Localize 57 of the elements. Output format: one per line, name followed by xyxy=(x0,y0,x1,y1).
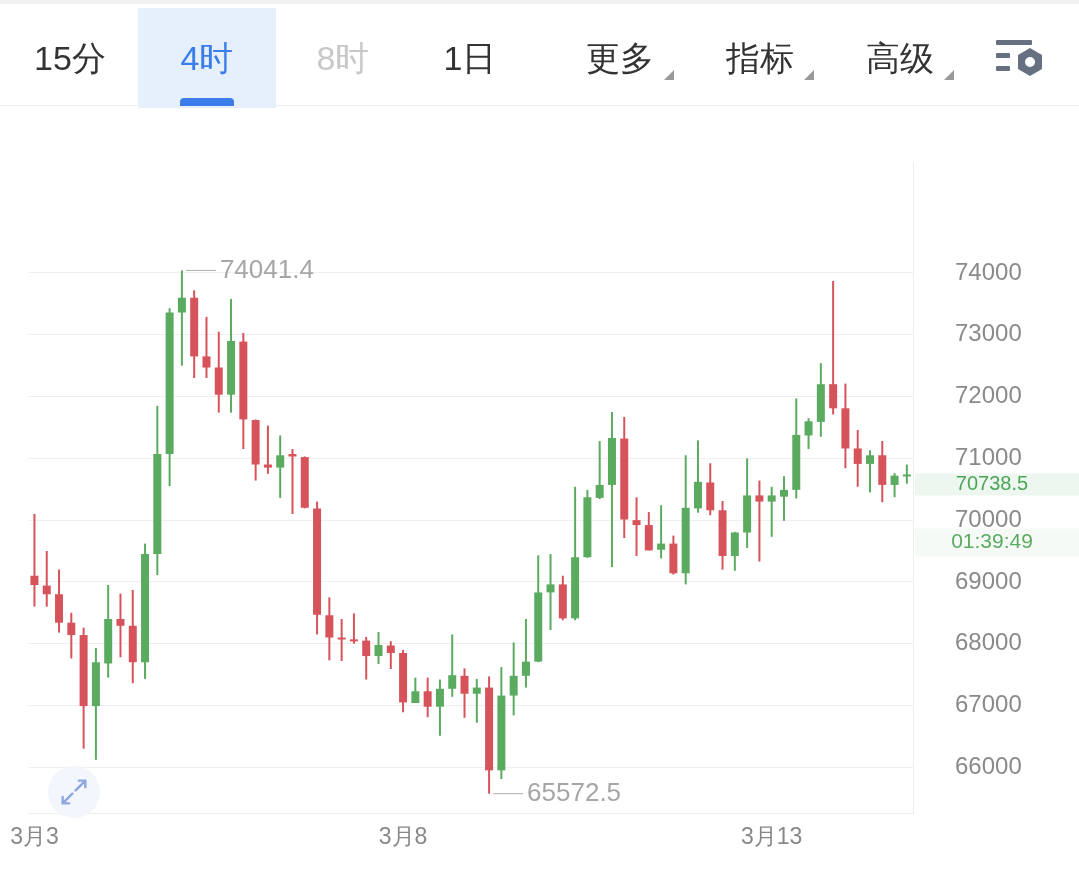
candlestick xyxy=(374,630,383,666)
candlestick xyxy=(423,676,432,719)
candlestick xyxy=(30,512,39,608)
text: 高级 xyxy=(865,38,935,79)
candlestick xyxy=(546,553,555,632)
candlestick xyxy=(767,485,776,538)
candlestick xyxy=(657,504,666,560)
candlestick xyxy=(853,428,862,488)
text: 更多 xyxy=(585,38,655,79)
candlestick xyxy=(337,617,346,662)
candlestick xyxy=(67,611,76,660)
text: 1日 xyxy=(442,38,498,79)
candlestick xyxy=(435,678,444,737)
candlestick xyxy=(521,617,530,689)
candlestick xyxy=(386,640,395,671)
candlestick xyxy=(177,269,186,367)
candlestick xyxy=(362,635,371,681)
x-tick-label: 3月13 xyxy=(741,822,803,849)
candlestick xyxy=(325,596,334,662)
candlestick xyxy=(509,641,518,717)
candlestick xyxy=(472,677,481,724)
candlestick xyxy=(804,417,813,451)
candlestick xyxy=(865,449,874,494)
candlestick xyxy=(755,479,764,563)
text: 4时 xyxy=(138,8,276,108)
candlestick xyxy=(42,550,51,608)
candlestick xyxy=(263,424,272,475)
y-tick-label: 67000 xyxy=(955,690,1022,718)
candlestick xyxy=(902,463,911,485)
text: 70738.5 xyxy=(955,472,1029,495)
y-tick-label: 70000 xyxy=(955,504,1022,532)
y-tick-label: 68000 xyxy=(955,628,1022,656)
candlestick xyxy=(595,440,604,501)
y-tick-label: 73000 xyxy=(955,319,1022,347)
y-tick-label: 72000 xyxy=(955,381,1022,409)
annotation: 74041.4 xyxy=(219,253,314,284)
candlestick xyxy=(349,612,358,645)
x-tick-label: 3月8 xyxy=(378,822,428,849)
text: 15分 xyxy=(33,38,107,79)
candlestick xyxy=(276,434,285,499)
annotation: 65572.5 xyxy=(527,776,622,807)
candlestick xyxy=(411,676,420,705)
text: 01:39:49 xyxy=(951,529,1033,553)
x-tick-label: 3月3 xyxy=(10,822,59,849)
y-tick-label: 66000 xyxy=(955,751,1022,779)
candlestick xyxy=(632,496,641,557)
text: 指标 xyxy=(725,38,795,79)
y-tick-label: 74000 xyxy=(955,257,1022,285)
candlestick xyxy=(779,475,788,522)
y-tick-label: 71000 xyxy=(955,442,1022,470)
candlestick xyxy=(116,592,125,659)
candlestick xyxy=(730,530,739,572)
candlestick xyxy=(202,315,211,380)
y-tick-label: 69000 xyxy=(955,566,1022,594)
candlestick xyxy=(460,667,469,719)
candlestick xyxy=(890,472,899,499)
candlestick xyxy=(448,633,457,698)
